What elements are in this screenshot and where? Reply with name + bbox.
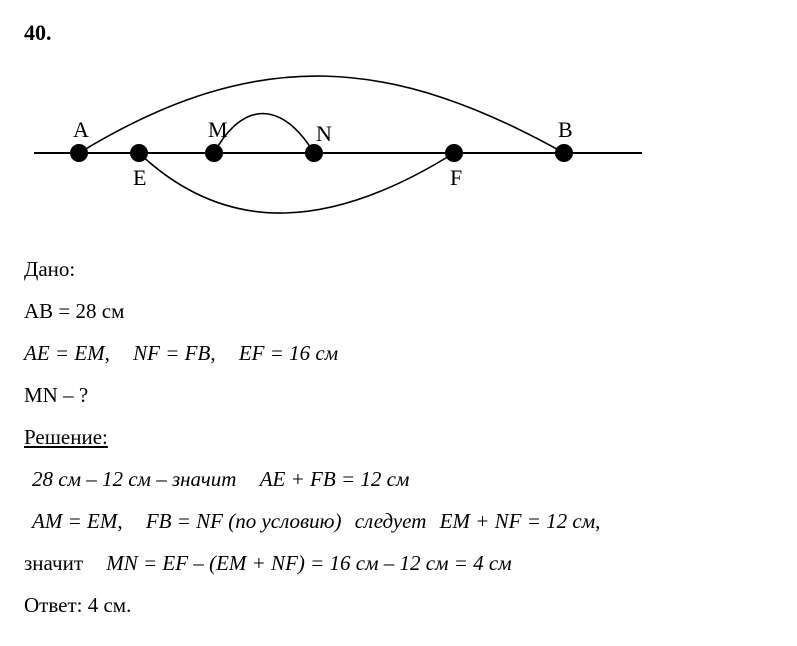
label-M: M — [208, 117, 228, 142]
l1b: AE + FB = 12 см — [260, 467, 410, 491]
point-N — [305, 144, 323, 162]
arc-E-F — [139, 153, 454, 213]
solution-label: Решение: — [24, 416, 773, 458]
question-line: MN – ? — [24, 374, 773, 416]
answer-line: Ответ: 4 см. — [24, 584, 773, 626]
given-label: Дано: — [24, 248, 773, 290]
line-ab: АВ = 28 см — [24, 290, 773, 332]
l2a: AM = EM — [32, 509, 117, 533]
label-F: F — [450, 165, 462, 190]
l3a: значит — [24, 551, 83, 575]
point-E — [130, 144, 148, 162]
nf-fb: NF = FB — [133, 341, 210, 365]
mn-question: MN – ? — [24, 383, 88, 407]
sol-line-3: значит MN = EF – (EM + NF) = 16 см – 12 … — [24, 542, 773, 584]
label-E: E — [133, 165, 146, 190]
point-M — [205, 144, 223, 162]
l2b: FB = NF — [146, 509, 223, 533]
label-N: N — [316, 121, 332, 146]
problem-number: 40. — [24, 20, 773, 46]
label-B: B — [558, 117, 573, 142]
point-A — [70, 144, 88, 162]
sep2: , — [210, 341, 215, 365]
diagram-svg: A E M N F B — [24, 58, 644, 228]
sol-line-1: 28 см – 12 см – значит AE + FB = 12 см — [24, 458, 773, 500]
sol-line-2: AM = EM, FB = NF (по условию) следует EM… — [24, 500, 773, 542]
l3b: MN = EF – (EM + NF) = 16 см – 12 см = 4 … — [106, 551, 511, 575]
l2c: следует — [355, 509, 427, 533]
l1a: 28 см – 12 см – значит — [32, 467, 236, 491]
geometry-diagram: A E M N F B — [24, 58, 773, 234]
sep1: , — [105, 341, 110, 365]
ab-value: АВ = 28 см — [24, 299, 124, 323]
sep4: , — [595, 509, 600, 533]
problem-text: Дано: АВ = 28 см AE = EM, NF = FB, EF = … — [24, 248, 773, 626]
point-B — [555, 144, 573, 162]
label-A: A — [73, 117, 89, 142]
l2paren: (по условию) — [228, 509, 341, 533]
point-F — [445, 144, 463, 162]
solution-underline: Решение: — [24, 425, 108, 449]
line-ae-nf-ef: AE = EM, NF = FB, EF = 16 см — [24, 332, 773, 374]
sep3: , — [117, 509, 122, 533]
ae-em: AE = EM — [24, 341, 105, 365]
ef-val: EF = 16 см — [239, 341, 338, 365]
arc-M-N — [214, 114, 314, 153]
l2d: EM + NF = 12 см — [440, 509, 595, 533]
